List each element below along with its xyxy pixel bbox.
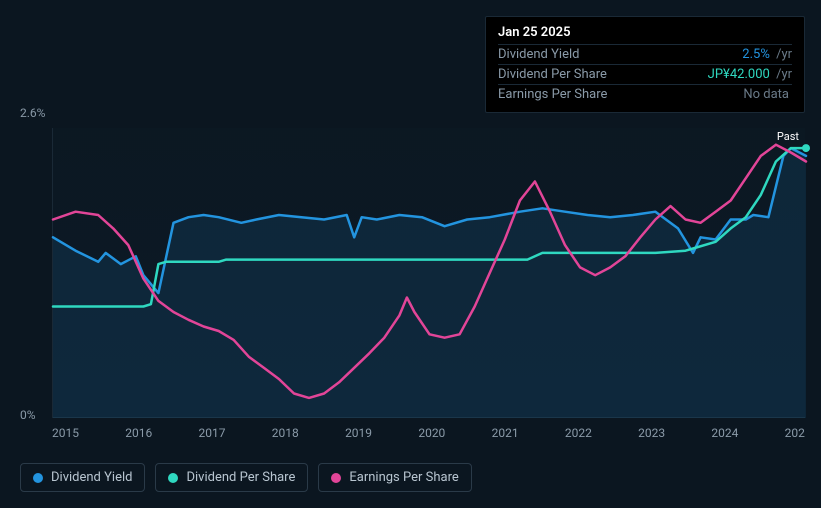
tooltip-value: 2.5% [742, 47, 770, 62]
tooltip-value-wrap: 2.5% /yr [742, 47, 792, 62]
legend-item[interactable]: Dividend Per Share [155, 463, 308, 492]
tooltip-label: Dividend Yield [498, 47, 579, 62]
legend-label: Earnings Per Share [349, 470, 458, 485]
x-tick-label: 2018 [272, 426, 299, 440]
tooltip-row: Dividend Per Share JP¥42.000 /yr [498, 64, 792, 84]
legend-dot-icon [33, 473, 43, 483]
x-tick-label: 2015 [52, 426, 79, 440]
tooltip-date: Jan 25 2025 [498, 25, 792, 44]
chart-legend: Dividend Yield Dividend Per Share Earnings… [20, 463, 472, 492]
past-marker-label: Past [777, 130, 799, 143]
x-tick-label: 2022 [565, 426, 592, 440]
tooltip-unit: /yr [776, 47, 792, 62]
x-tick-label: 2021 [492, 426, 519, 440]
tooltip-row: Dividend Yield 2.5% /yr [498, 44, 792, 64]
chart-plot-area[interactable]: Past [52, 128, 805, 418]
chart-svg [53, 128, 805, 417]
x-tick-label: 2017 [199, 426, 226, 440]
x-tick-label: 202 [785, 426, 805, 440]
x-tick-label: 2016 [125, 426, 152, 440]
y-axis-max-label: 2.6% [20, 106, 45, 120]
x-tick-label: 2024 [711, 426, 738, 440]
legend-dot-icon [331, 473, 341, 483]
y-axis-min-label: 0% [20, 408, 36, 422]
x-axis: 2015 2016 2017 2018 2019 2020 2021 2022 2023 2024… [52, 426, 805, 440]
legend-label: Dividend Yield [51, 470, 132, 485]
tooltip-value: JP¥42.000 [708, 67, 770, 82]
tooltip-row: Earnings Per Share No data [498, 84, 792, 104]
tooltip-unit: /yr [776, 67, 792, 82]
legend-label: Dividend Per Share [186, 470, 295, 485]
legend-item[interactable]: Earnings Per Share [318, 463, 471, 492]
legend-dot-icon [168, 473, 178, 483]
chart-tooltip: Jan 25 2025 Dividend Yield 2.5% /yr Divi… [485, 16, 805, 113]
tooltip-value-wrap: JP¥42.000 /yr [708, 67, 792, 82]
series-fill [53, 148, 806, 418]
tooltip-value: No data [743, 87, 789, 102]
x-tick-label: 2023 [638, 426, 665, 440]
legend-item[interactable]: Dividend Yield [20, 463, 145, 492]
tooltip-value-wrap: No data [743, 87, 792, 102]
tooltip-label: Earnings Per Share [498, 87, 607, 102]
x-tick-label: 2020 [418, 426, 445, 440]
series-end-dot [802, 144, 810, 152]
x-tick-label: 2019 [345, 426, 372, 440]
tooltip-label: Dividend Per Share [498, 67, 607, 82]
